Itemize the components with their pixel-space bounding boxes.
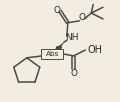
- Text: NH: NH: [65, 33, 78, 42]
- Text: O: O: [54, 6, 61, 15]
- Text: O: O: [79, 13, 86, 22]
- Bar: [41, 49, 63, 59]
- Text: Abs: Abs: [45, 51, 59, 57]
- Polygon shape: [52, 42, 64, 55]
- Text: OH: OH: [88, 45, 103, 55]
- Text: O: O: [70, 69, 77, 78]
